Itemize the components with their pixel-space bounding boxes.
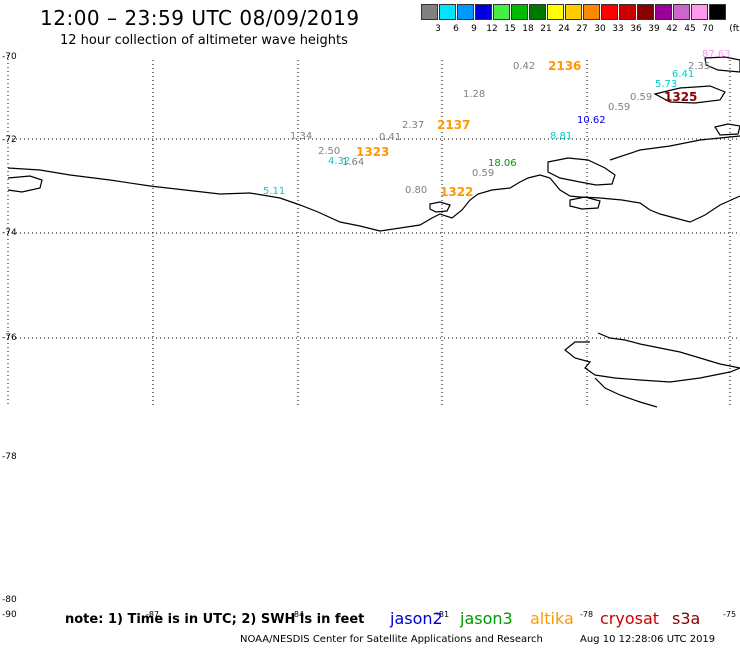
legend-swatch — [691, 4, 708, 20]
lon-label-75: -75 — [723, 610, 737, 619]
legend-swatch — [421, 4, 438, 20]
legend-swatch — [547, 4, 564, 20]
coastline-bay-inlet — [547, 157, 616, 186]
legend-swatch — [709, 4, 726, 20]
legend-swatch — [637, 4, 654, 20]
satellite-altika: altika — [530, 609, 574, 628]
satellite-s3a: s3a — [672, 609, 701, 628]
lon-label-84: -84 — [291, 610, 305, 619]
legend-swatch — [601, 4, 618, 20]
swh-observation-label: 0.42 — [513, 61, 536, 72]
legend-label: 9 — [471, 24, 477, 34]
coastline-antarctica — [7, 167, 740, 232]
swh-observation-label: 1.34 — [290, 131, 313, 142]
generated-timestamp: Aug 10 12:28:06 UTC 2019 — [580, 634, 716, 645]
lat-label-76: -76 — [2, 333, 17, 343]
coastline-south-edge — [594, 377, 658, 408]
lon-label-81: -81 — [436, 610, 450, 619]
swh-observation-label: 5.11 — [263, 186, 286, 197]
swh-observation-label: 0.59 — [608, 102, 631, 113]
legend-label: 39 — [648, 24, 660, 34]
legend-label: 6 — [453, 24, 459, 34]
swh-observation-label: 0.59 — [472, 168, 495, 179]
swh-observation-label: 8.81 — [550, 131, 573, 142]
legend-swatch — [619, 4, 636, 20]
swh-observation-label: 1322 — [440, 185, 474, 199]
satellite-jason3: jason3 — [460, 609, 513, 628]
swh-observation-label: 2136 — [548, 59, 582, 73]
coastline-south-shelf — [564, 341, 740, 383]
legend-label: 30 — [594, 24, 606, 34]
legend-label: 18 — [522, 24, 534, 34]
swh-observation-label: 10.62 — [577, 115, 606, 126]
swh-observation-label: 0.80 — [405, 185, 428, 196]
coastline-small-island — [714, 123, 740, 136]
coastline-peninsula-tip — [7, 175, 43, 193]
legend-label: 36 — [630, 24, 642, 34]
legend-label: 15 — [504, 24, 516, 34]
swh-observation-label: 4.32 — [328, 156, 351, 167]
swh-observation-label: 6.41 — [672, 69, 695, 80]
lon-label-87: -87 — [146, 610, 160, 619]
coastline-east — [609, 135, 740, 161]
credit-line: NOAA/NESDIS Center for Satellite Applica… — [240, 634, 543, 645]
legend-label: 70 — [702, 24, 714, 34]
swh-observation-label: 1.28 — [463, 89, 486, 100]
legend-swatch — [529, 4, 546, 20]
swh-observation-label: 2.37 — [402, 120, 425, 131]
swh-observation-label: 0.41 — [379, 132, 402, 143]
lat-label-78: -78 — [2, 452, 17, 462]
coastline-inlet-2 — [569, 196, 601, 210]
legend-label: 12 — [486, 24, 498, 34]
legend-label: 21 — [540, 24, 552, 34]
map-title: 12:00 – 23:59 UTC 08/09/2019 — [40, 6, 360, 30]
swh-observation-label: 1323 — [356, 145, 390, 159]
legend-label: 42 — [666, 24, 678, 34]
swh-observation-label: 87.63 — [702, 49, 731, 60]
coastline-island-north — [653, 85, 726, 104]
legend-swatch — [457, 4, 474, 20]
lat-label-80: -80 — [2, 595, 17, 605]
legend-swatch — [673, 4, 690, 20]
swh-observation-label: 2.50 — [318, 146, 341, 157]
legend-label: 27 — [576, 24, 588, 34]
legend-label: 3 — [435, 24, 441, 34]
coastline-island-ne — [704, 56, 740, 73]
swh-observation-label: 2.35 — [688, 61, 711, 72]
legend-label: 45 — [684, 24, 696, 34]
swh-observation-label: 1325 — [664, 90, 698, 104]
footer-note: note: 1) Time is in UTC; 2) SWH is in fe… — [65, 612, 365, 627]
swh-observation-label: 2137 — [437, 118, 471, 132]
legend-label: 33 — [612, 24, 624, 34]
legend-label: 24 — [558, 24, 570, 34]
lat-label-74: -74 — [2, 228, 17, 238]
lat-label-72: -72 — [2, 135, 17, 145]
legend-swatch — [493, 4, 510, 20]
coastline-island — [429, 201, 451, 213]
swh-observation-label: 1.64 — [342, 157, 365, 168]
swh-observation-label: 18.06 — [488, 158, 517, 169]
legend-swatch — [439, 4, 456, 20]
legend-swatch — [655, 4, 672, 20]
legend-swatch — [565, 4, 582, 20]
legend-unit: (ft) — [729, 24, 740, 34]
lat-label-90: -90 — [2, 610, 17, 620]
coastline-south-island — [597, 332, 740, 369]
swh-observation-label: 5.73 — [655, 79, 678, 90]
satellite-cryosat: cryosat — [600, 609, 660, 628]
map-subtitle: 12 hour collection of altimeter wave hei… — [60, 33, 348, 48]
legend-swatch — [511, 4, 528, 20]
lon-label-78: -78 — [580, 610, 594, 619]
lat-label-70: -70 — [2, 52, 17, 62]
legend-swatch — [475, 4, 492, 20]
satellite-jason2: jason2 — [390, 609, 443, 628]
swh-observation-label: 0.59 — [630, 92, 653, 103]
legend-swatch — [583, 4, 600, 20]
